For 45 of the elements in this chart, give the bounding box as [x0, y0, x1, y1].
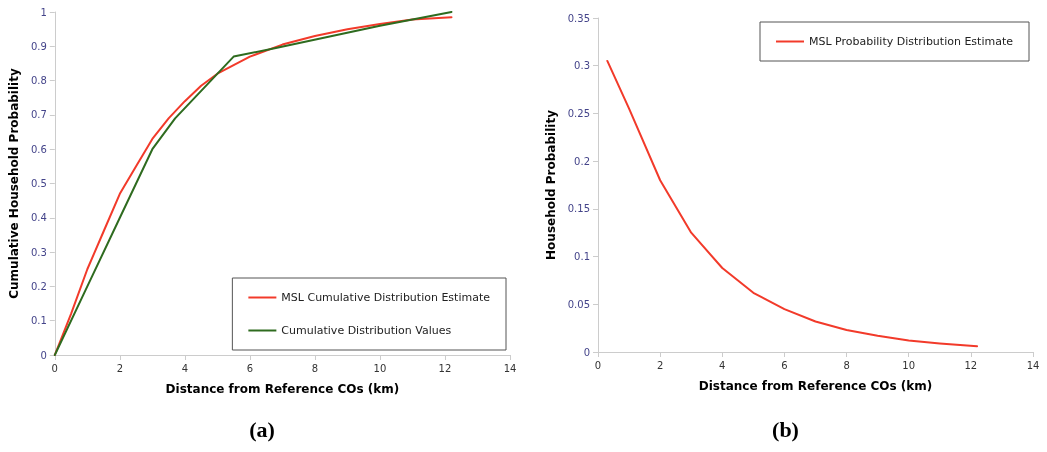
x-tick-label: 4 [719, 359, 726, 371]
y-tick-label: 0.4 [30, 212, 47, 224]
y-tick-label: 0 [583, 346, 590, 358]
x-tick-label: 14 [1026, 359, 1040, 371]
y-axis-title: Household Probability [543, 109, 558, 260]
y-tick-label: 0.2 [574, 155, 590, 167]
x-tick-label: 10 [373, 362, 387, 374]
y-tick-label: 0.2 [30, 280, 47, 292]
y-tick-label: 0.15 [567, 203, 590, 215]
x-tick-label: 12 [964, 359, 978, 371]
y-tick-label: 1 [40, 6, 47, 18]
x-tick-label: 8 [311, 362, 319, 374]
y-tick-label: 0.9 [30, 40, 47, 52]
x-axis-title: Distance from Reference COs (km) [165, 382, 400, 396]
x-tick-label: 2 [116, 362, 124, 374]
legend-label: MSL Cumulative Distribution Estimate [281, 291, 491, 304]
x-axis-title: Distance from Reference COs (km) [698, 379, 933, 393]
y-tick-label: 0.1 [574, 251, 590, 263]
y-tick-label: 0.35 [567, 12, 590, 24]
y-tick-label: 0.05 [567, 298, 590, 310]
x-tick-label: 6 [246, 362, 254, 374]
x-tick-label: 2 [656, 359, 664, 371]
legend-label: MSL Probability Distribution Estimate [809, 35, 1014, 48]
x-tick-label: 0 [594, 359, 602, 371]
x-tick-label: 12 [438, 362, 452, 374]
text: (b) [772, 416, 799, 442]
y-tick-label: 0 [40, 349, 47, 361]
y-tick-label: 0.3 [30, 246, 47, 258]
x-tick-label: 0 [51, 362, 58, 374]
text: (a) [249, 416, 275, 442]
y-tick-label: 0.6 [30, 143, 47, 155]
y-tick-label: 0.25 [567, 107, 590, 119]
line-series [606, 59, 979, 348]
x-tick-label: 6 [781, 359, 788, 371]
x-tick-label: 8 [843, 359, 850, 371]
y-tick-label: 0.8 [30, 75, 47, 87]
y-tick-label: 0.5 [30, 178, 47, 189]
y-tick-label: 0.3 [574, 60, 590, 72]
x-tick-label: 14 [503, 362, 517, 374]
y-axis-title: Cumulative Household Probability [7, 68, 21, 299]
y-tick-label: 0.7 [30, 109, 47, 121]
y-tick-label: 0.1 [30, 315, 47, 327]
legend-label: Cumulative Distribution Values [281, 324, 452, 337]
x-tick-label: 10 [902, 359, 916, 371]
x-tick-label: 4 [181, 362, 189, 374]
